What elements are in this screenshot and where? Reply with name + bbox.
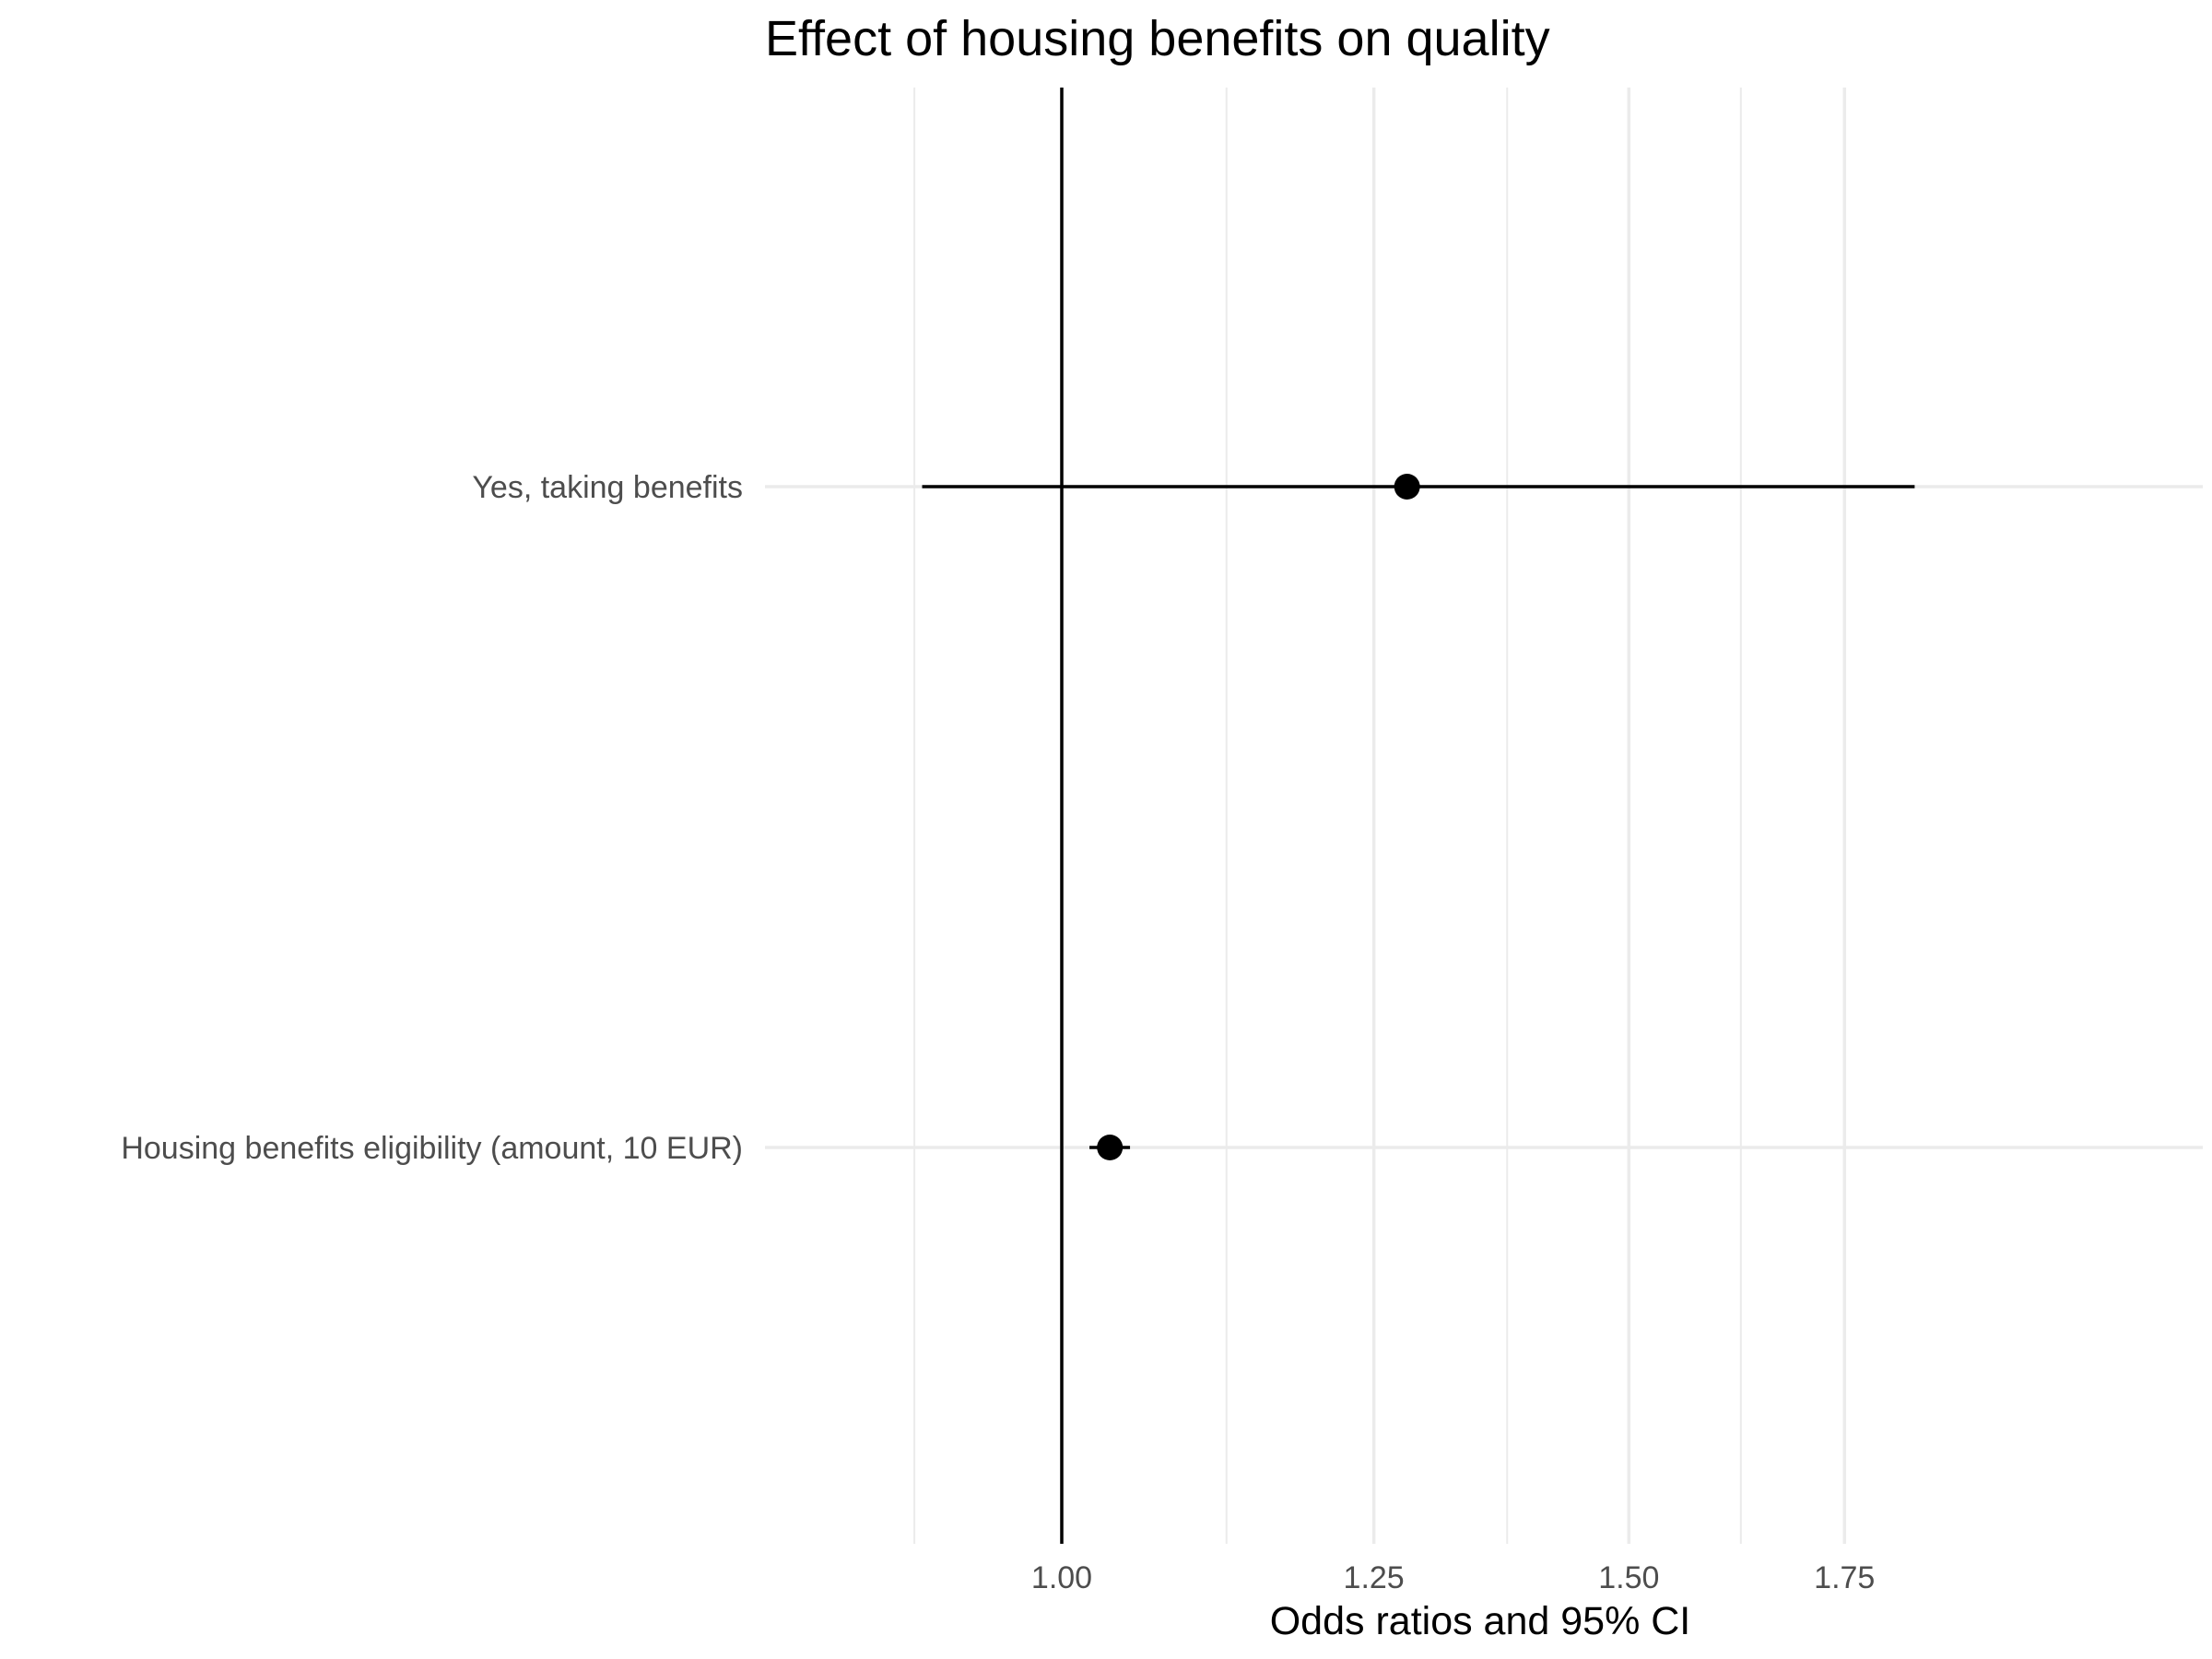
estimate-point bbox=[1394, 474, 1420, 500]
x-tick-label: 1.00 bbox=[1031, 1560, 1092, 1595]
x-tick-label: 1.25 bbox=[1344, 1560, 1405, 1595]
category-label: Yes, taking benefits bbox=[472, 470, 743, 505]
chart-title: Effect of housing benefits on quality bbox=[765, 11, 1550, 66]
x-tick-label: 1.75 bbox=[1814, 1560, 1875, 1595]
category-label: Housing benefits eligibility (amount, 10… bbox=[121, 1131, 743, 1166]
x-axis-title: Odds ratios and 95% CI bbox=[1270, 1599, 1691, 1643]
grid-layer bbox=[765, 88, 2203, 1544]
estimate-point bbox=[1097, 1135, 1124, 1160]
x-tick-label: 1.50 bbox=[1598, 1560, 1659, 1595]
x-axis-labels: 1.00 1.25 1.50 1.75 bbox=[1031, 1560, 1875, 1595]
marks-layer bbox=[922, 474, 1915, 1160]
y-axis-labels: Yes, taking benefits Housing benefits eli… bbox=[121, 470, 743, 1166]
